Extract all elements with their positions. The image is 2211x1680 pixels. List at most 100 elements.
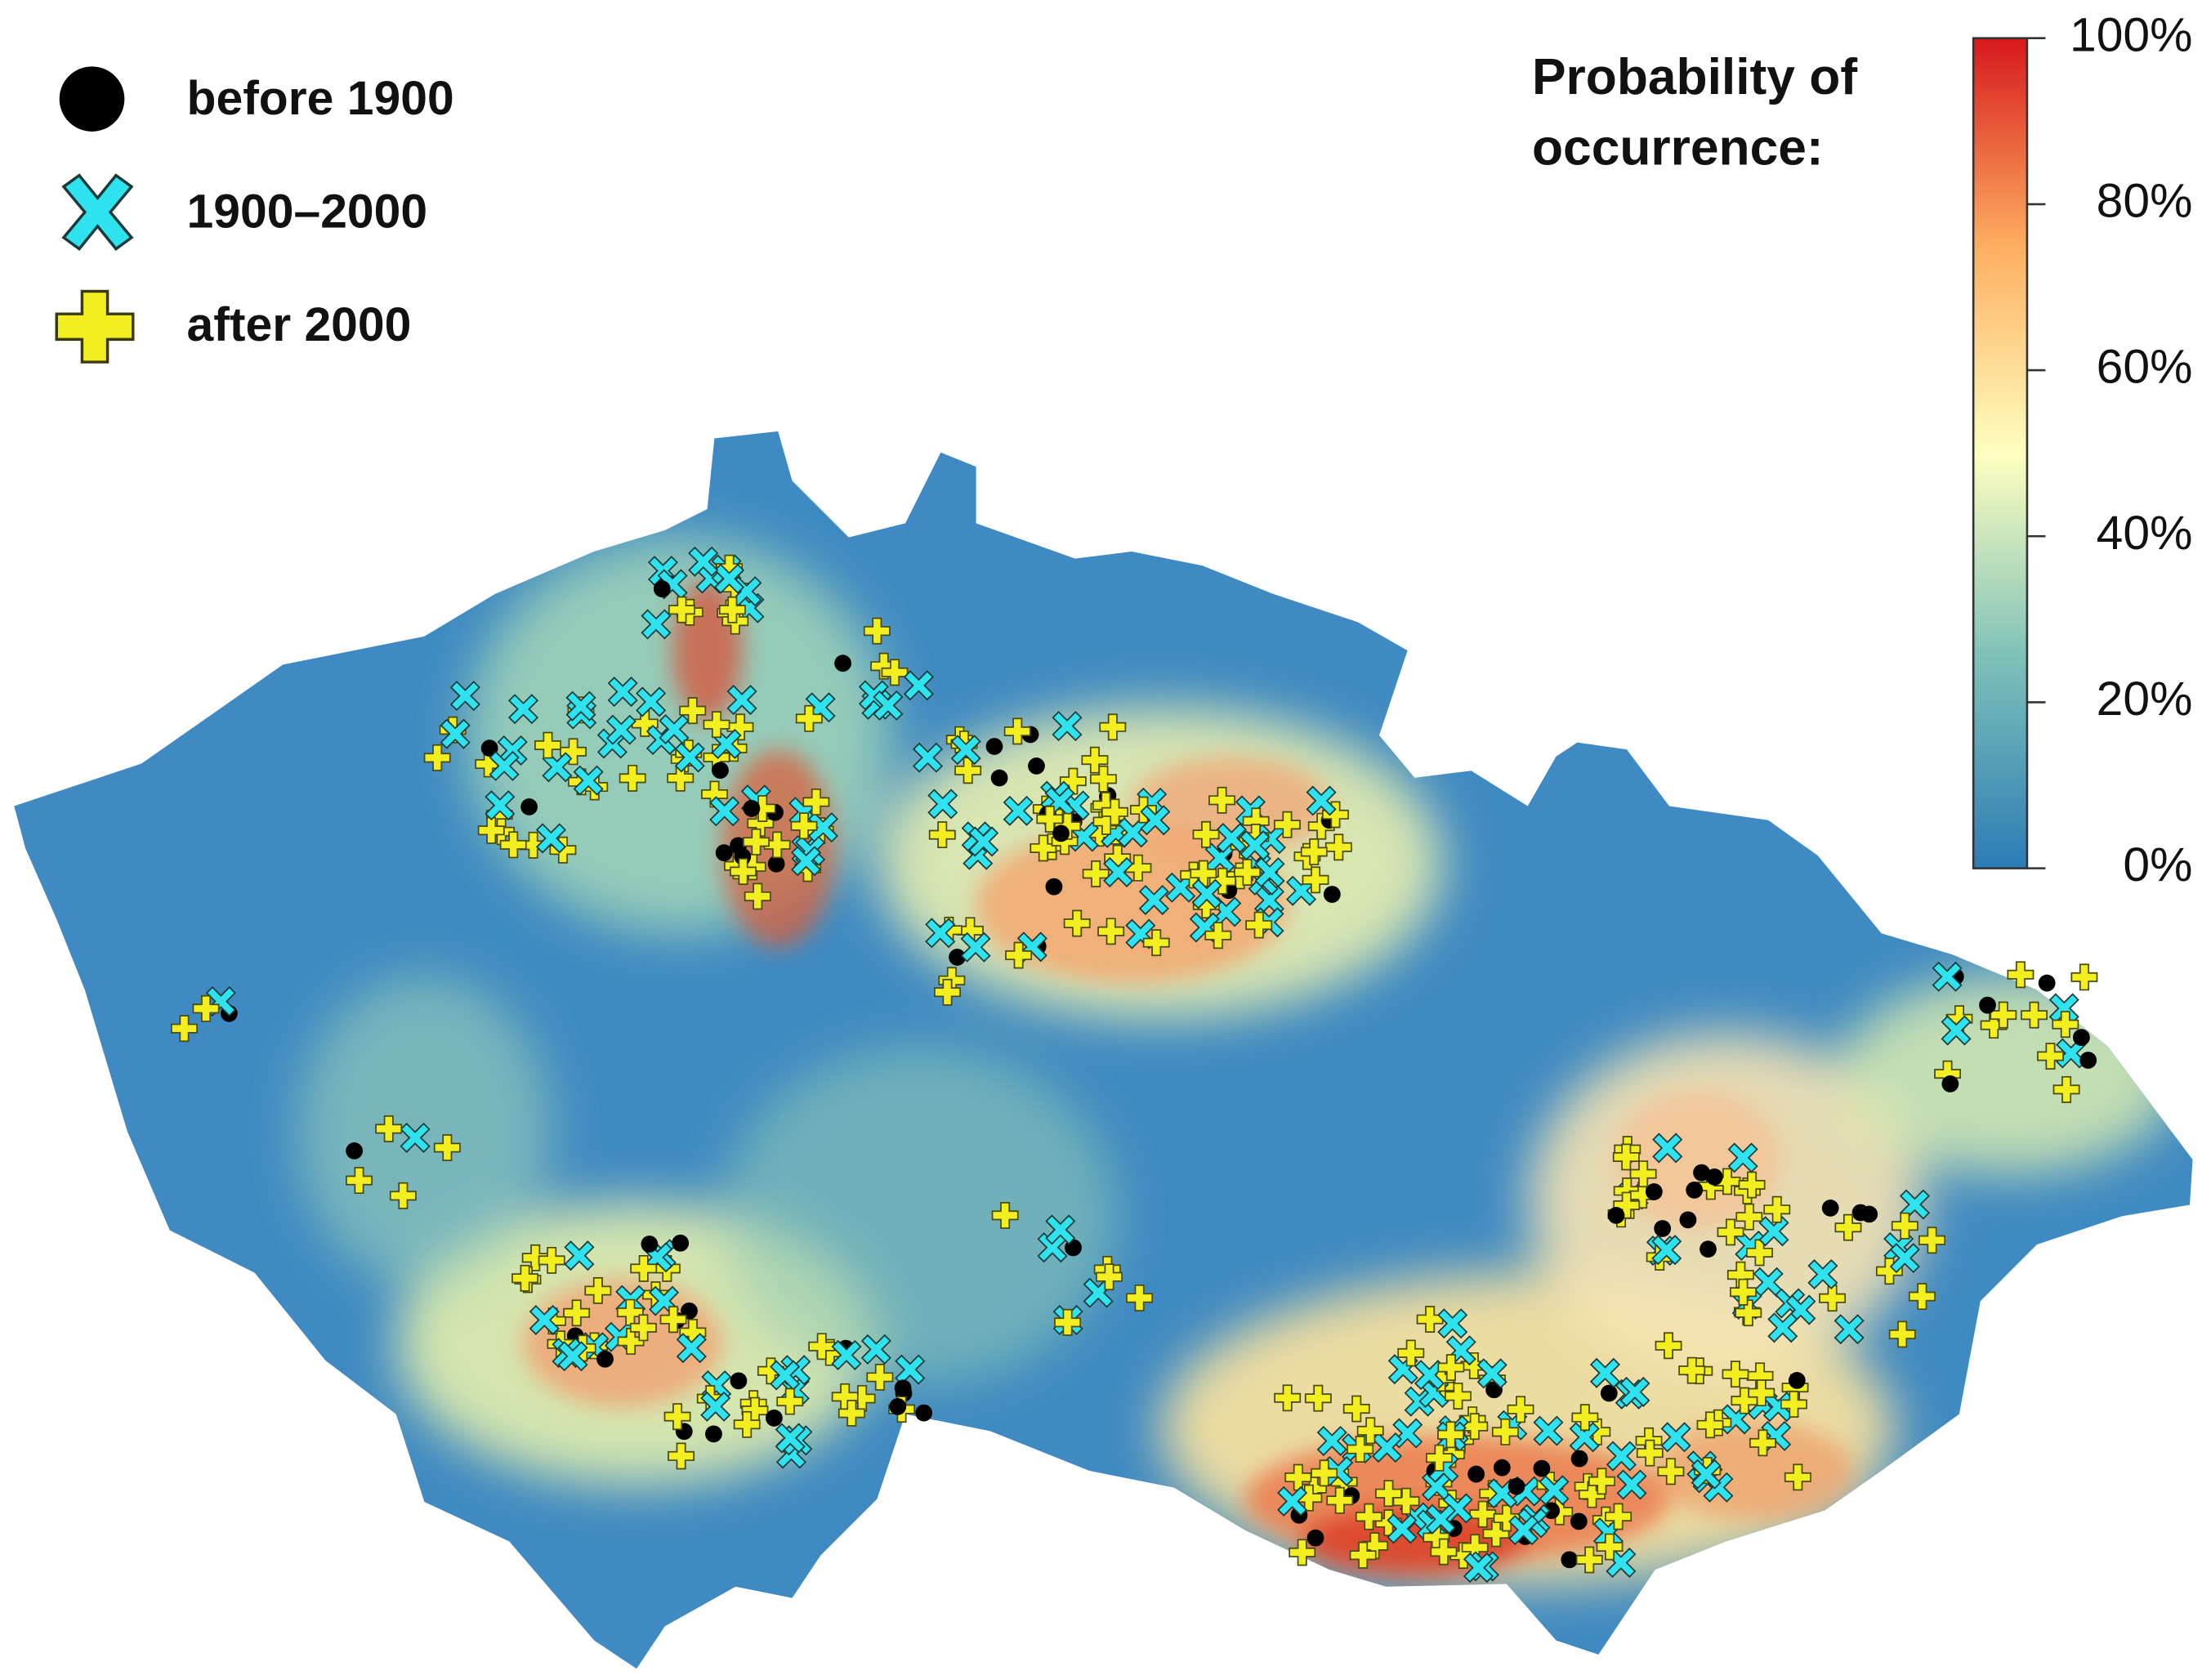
marker-after-2000 [866, 1364, 894, 1391]
marker-after-2000 [838, 1400, 865, 1427]
marker-after-2000 [1493, 1504, 1521, 1532]
marker-after-2000 [776, 1387, 804, 1415]
marker-before-1900 [1600, 1384, 1618, 1402]
marker-after-2000 [2070, 963, 2098, 991]
marker-after-2000 [1003, 717, 1031, 745]
marker-after-2000 [668, 1442, 695, 1470]
marker-after-2000 [1082, 860, 1110, 887]
marker-1900-2000 [557, 1341, 588, 1372]
marker-before-1900 [672, 1234, 690, 1252]
marker-after-2000 [1918, 1226, 1945, 1254]
marker-after-2000 [477, 816, 505, 844]
marker-before-1900 [1306, 1529, 1324, 1547]
marker-1900-2000 [1619, 1376, 1650, 1407]
marker-1900-2000 [529, 1304, 560, 1336]
marker-after-2000 [1784, 1463, 1811, 1491]
marker-1900-2000 [912, 742, 944, 773]
marker-1900-2000 [1277, 1486, 1308, 1517]
marker-before-1900 [990, 769, 1008, 787]
marker-after-2000 [790, 812, 818, 840]
marker-after-2000 [679, 697, 707, 725]
marker-after-2000 [703, 711, 730, 739]
marker-1900-2000 [573, 765, 604, 796]
marker-after-2000 [346, 1167, 373, 1195]
marker-before-1900 [1821, 1200, 1839, 1217]
marker-1900-2000 [607, 677, 638, 708]
marker-after-2000 [511, 1264, 538, 1292]
marker-after-2000 [1059, 767, 1087, 795]
marker-1900-2000 [1691, 1459, 1722, 1490]
marker-1900-2000 [641, 609, 672, 640]
marker-after-2000 [1696, 1411, 1724, 1439]
marker-1900-2000 [1103, 856, 1134, 887]
marker-1900-2000 [1191, 878, 1222, 909]
marker-before-1900 [346, 1142, 364, 1159]
marker-1900-2000 [485, 790, 516, 821]
marker-after-2000 [1347, 1436, 1374, 1463]
marker-after-2000 [1289, 1539, 1316, 1566]
marker-after-2000 [1748, 1379, 1776, 1407]
marker-before-1900 [1028, 757, 1045, 775]
marker-after-2000 [743, 828, 770, 856]
marker-1900-2000 [1508, 1515, 1539, 1546]
marker-after-2000 [1096, 1263, 1123, 1291]
marker-1900-2000 [831, 1339, 862, 1370]
marker-after-2000 [870, 652, 898, 680]
marker-after-2000 [1605, 1503, 1633, 1530]
marker-after-2000 [1416, 1306, 1444, 1334]
marker-after-2000 [1613, 1191, 1641, 1219]
marker-after-2000 [1749, 1429, 1776, 1457]
marker-1900-2000 [1727, 1142, 1758, 1173]
marker-after-2000 [1245, 911, 1273, 939]
marker-after-2000 [1445, 1383, 1472, 1410]
marker-after-2000 [1575, 1546, 1603, 1574]
marker-after-2000 [730, 858, 757, 885]
marker-1900-2000 [726, 685, 757, 716]
marker-before-1900 [2073, 1029, 2090, 1046]
marker-1900-2000 [1651, 1235, 1682, 1266]
marker-after-2000 [2052, 1075, 2080, 1103]
marker-after-2000 [1735, 1299, 1762, 1327]
marker-after-2000 [733, 1410, 761, 1438]
marker-1900-2000 [1932, 961, 1963, 992]
marker-after-2000 [1030, 834, 1057, 862]
marker-after-2000 [1192, 820, 1220, 848]
marker-after-2000 [192, 994, 220, 1022]
marker-1900-2000 [709, 796, 740, 827]
marker-after-2000 [1300, 838, 1328, 865]
marker-1900-2000 [775, 1423, 806, 1454]
marker-after-2000 [1090, 765, 1117, 793]
colorbar-tick-label: 80% [2097, 174, 2193, 227]
marker-after-2000 [1729, 1278, 1757, 1306]
marker-1900-2000 [1140, 805, 1171, 836]
colorbar-tick-label: 60% [2097, 341, 2193, 394]
marker-after-2000 [1274, 1384, 1302, 1412]
legend-symbol-dot [59, 66, 125, 132]
marker-before-1900 [712, 762, 729, 780]
marker-1900-2000 [895, 1354, 926, 1385]
marker-before-1900 [1570, 1450, 1588, 1468]
marker-after-2000 [2021, 1001, 2048, 1029]
marker-after-2000 [1722, 1361, 1749, 1388]
marker-after-2000 [1234, 859, 1261, 886]
marker-after-2000 [1430, 1538, 1458, 1566]
legend-symbol-cross [61, 173, 134, 251]
marker-after-2000 [1302, 866, 1329, 894]
marker-after-2000 [1126, 1285, 1154, 1311]
marker-1900-2000 [950, 735, 981, 766]
marker-after-2000 [1063, 909, 1091, 937]
marker-1900-2000 [489, 750, 520, 781]
marker-before-1900 [985, 738, 1003, 755]
marker-after-2000 [1208, 786, 1235, 814]
marker-before-1900 [1851, 1204, 1869, 1222]
marker-after-2000 [534, 731, 561, 759]
marker-after-2000 [1891, 1212, 1918, 1240]
marker-after-2000 [2037, 1043, 2064, 1070]
marker-after-2000 [1426, 1444, 1453, 1472]
marker-after-2000 [563, 1299, 591, 1327]
marker-1900-2000 [1240, 830, 1271, 861]
marker-1900-2000 [1569, 1422, 1600, 1453]
marker-after-2000 [1005, 941, 1033, 969]
marker-after-2000 [619, 764, 646, 792]
marker-after-2000 [991, 1201, 1019, 1229]
